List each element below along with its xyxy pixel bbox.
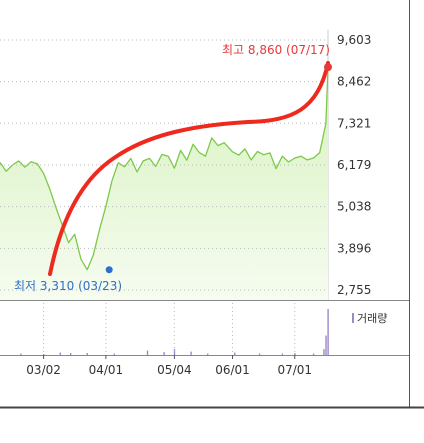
volume-bar	[312, 353, 315, 355]
volume-bar	[163, 352, 165, 355]
volume-bar	[294, 353, 296, 355]
y-axis: 9,603 8,462 7,321 6,179 5,038 3,896 2,755	[0, 33, 371, 297]
volume-bar	[325, 335, 327, 355]
volume-bar	[258, 353, 261, 355]
x-tick-label: 04/01	[89, 363, 124, 377]
volume-bar	[323, 349, 325, 355]
price-line-layer	[0, 67, 329, 271]
volume-bar	[20, 353, 22, 355]
y-tick-label: 6,179	[337, 158, 371, 172]
y-tick-label: 8,462	[337, 75, 371, 89]
price-series-line	[0, 67, 329, 271]
price-area	[0, 67, 328, 300]
volume-legend-label: 거래량	[357, 312, 387, 325]
x-tick-label: 06/01	[215, 363, 250, 377]
volume-bar	[281, 353, 284, 355]
volume-bar	[69, 353, 72, 355]
y-tick-label: 2,755	[337, 283, 371, 297]
volume-bar	[190, 351, 192, 355]
y-tick-label: 3,896	[337, 241, 371, 255]
min-price-label: 최저 3,310 (03/23)	[14, 279, 122, 293]
volume-bar	[59, 352, 62, 355]
volume-bar	[327, 309, 329, 355]
y-tick-label: 9,603	[337, 33, 371, 47]
volume-legend-swatch	[352, 313, 354, 323]
x-tick-label: 07/01	[277, 363, 312, 377]
max-point-marker	[324, 63, 332, 72]
price-area-layer	[0, 67, 328, 300]
min-point-marker	[105, 266, 113, 274]
volume-bar	[206, 353, 209, 355]
y-tick-label: 7,321	[337, 116, 371, 130]
x-tick-label: 03/02	[26, 363, 61, 377]
volume-bar	[113, 353, 115, 355]
trend-annotation-curve	[48, 61, 330, 276]
volume-bar	[86, 353, 88, 355]
volume-bars	[20, 309, 329, 355]
volume-bar	[146, 350, 149, 355]
volume-bar	[42, 354, 45, 355]
volume-bar	[173, 349, 176, 355]
volume-bar	[233, 352, 236, 355]
x-tick-label: 05/04	[157, 363, 192, 377]
y-tick-label: 5,038	[337, 200, 371, 214]
max-price-label: 최고 8,860 (07/17)	[222, 43, 330, 57]
x-axis: 03/02 04/01 05/04 06/01 07/01	[26, 303, 312, 377]
